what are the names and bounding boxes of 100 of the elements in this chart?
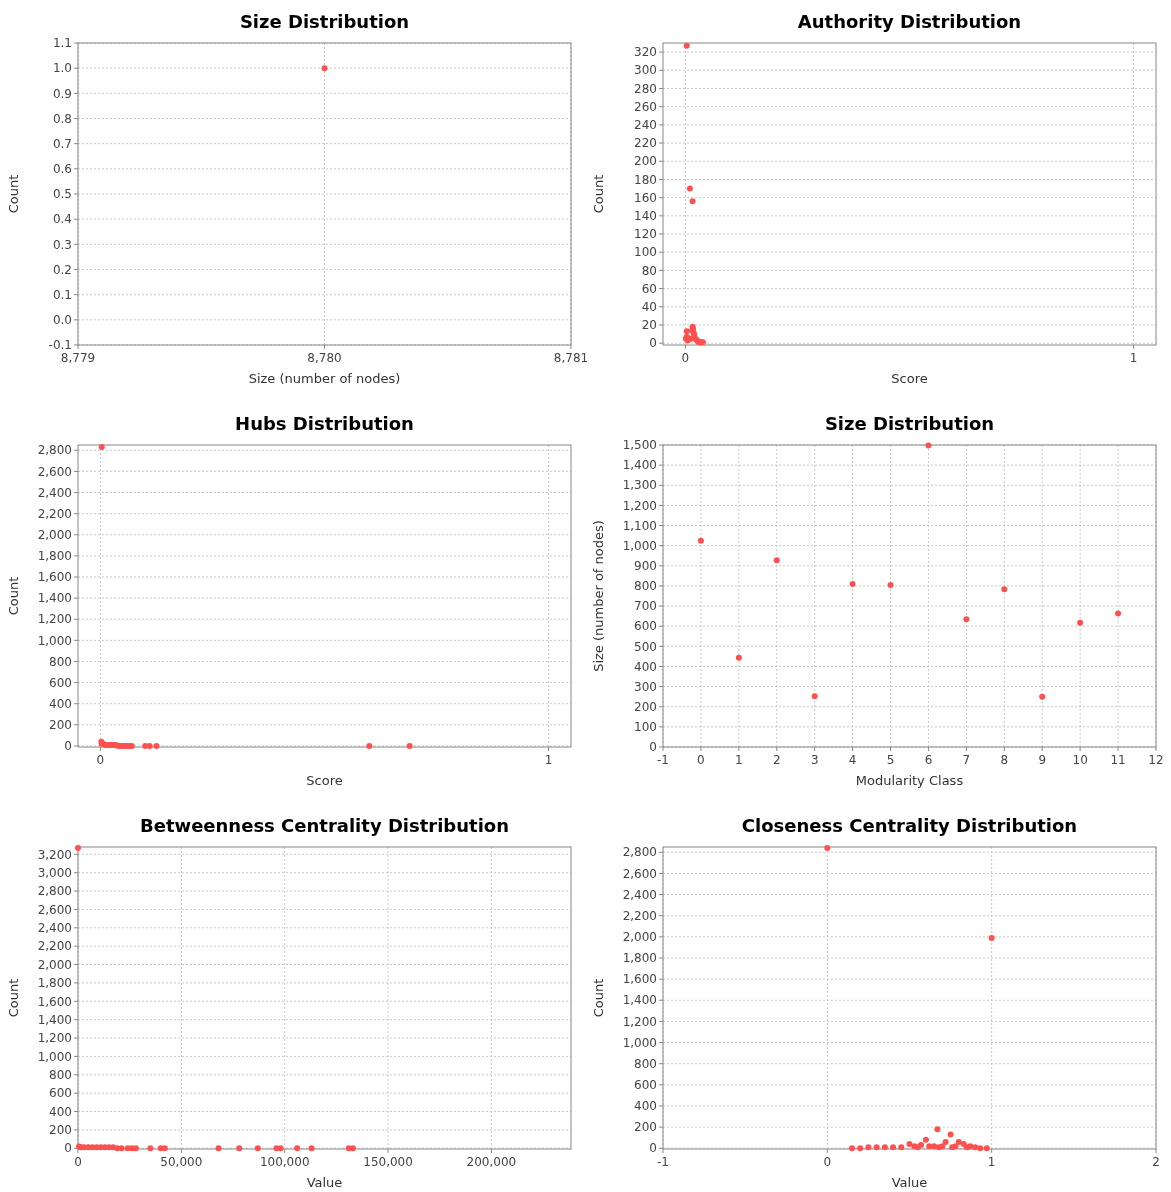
x-tick-label: 8,781	[553, 351, 589, 365]
y-tick-label: 600	[49, 1086, 72, 1101]
y-tick-label: 700	[634, 599, 657, 614]
y-tick-label: 3,000	[37, 865, 72, 880]
y-tick-label: 800	[49, 1067, 72, 1082]
y-tick-label: 80	[641, 263, 657, 278]
x-axis-title: Value	[891, 1175, 928, 1190]
y-tick-label: 2,400	[622, 887, 657, 902]
x-axis-title: Score	[891, 371, 928, 386]
y-tick-label: 300	[634, 679, 657, 694]
y-tick-label: 220	[634, 136, 657, 151]
y-tick-label: 0.9	[52, 86, 72, 101]
y-tick-label: 800	[49, 654, 72, 669]
x-tick-label: 1	[544, 753, 553, 767]
chart-title: Hubs Distribution	[235, 413, 414, 434]
y-axis-title: Count	[6, 174, 21, 214]
y-axis-title: Count	[6, 576, 21, 616]
x-axis-title: Score	[306, 773, 343, 788]
y-tick-label: 0.3	[52, 237, 72, 252]
y-tick-label: 0.2	[52, 262, 72, 277]
x-tick-label: 2	[1152, 1155, 1160, 1169]
y-tick-label: 1,400	[37, 1012, 72, 1027]
y-tick-label: 500	[634, 639, 657, 654]
y-tick-label: 300	[634, 63, 657, 78]
x-tick-label: 7	[962, 753, 971, 767]
x-axis-title: Value	[306, 1175, 343, 1190]
y-tick-label: 0.8	[52, 111, 72, 126]
y-tick-label: 1,100	[622, 518, 657, 533]
y-tick-label: 2,400	[37, 921, 72, 936]
x-tick-label: 2	[772, 753, 781, 767]
y-tick-label: 60	[641, 281, 657, 296]
y-tick-label: 0	[64, 1141, 72, 1156]
y-tick-label: 2,000	[622, 930, 657, 945]
y-tick-label: 3,200	[37, 847, 72, 862]
y-tick-label: 900	[634, 559, 657, 573]
chart-title: Size Distribution	[824, 413, 995, 434]
x-tick-label: 0	[96, 753, 105, 767]
y-tick-label: 2,200	[37, 506, 72, 521]
y-tick-label: 100	[634, 245, 657, 260]
y-tick-label: 200	[49, 1123, 72, 1138]
y-tick-label: 1,600	[37, 570, 72, 585]
y-tick-label: 800	[634, 1056, 657, 1071]
y-tick-label: 180	[634, 172, 657, 187]
y-tick-label: 20	[641, 318, 657, 333]
y-tick-label: 1,200	[622, 498, 657, 513]
y-tick-label: 1,000	[37, 1049, 72, 1064]
x-tick-label: 100,000	[259, 1155, 310, 1169]
x-tick-label: 150,000	[363, 1155, 413, 1169]
y-tick-label: 400	[49, 1104, 72, 1119]
y-tick-label: 2,600	[622, 866, 657, 881]
x-tick-label: 50,000	[160, 1155, 203, 1169]
x-tick-label: 1	[735, 753, 743, 767]
y-axis-title: Count	[591, 174, 606, 214]
y-tick-label: 2,800	[37, 884, 72, 899]
y-tick-label: 0.1	[52, 287, 72, 302]
y-tick-label: 1,800	[622, 951, 657, 966]
y-tick-label: 0	[649, 740, 657, 755]
y-tick-label: 320	[634, 45, 657, 60]
y-tick-label: 1,200	[622, 1014, 657, 1029]
y-tick-label: 260	[634, 99, 657, 114]
x-tick-label: 3	[810, 753, 819, 767]
x-tick-label: 8,779	[60, 351, 96, 365]
y-tick-label: 2,800	[37, 443, 72, 458]
chart-title: Authority Distribution	[797, 11, 1022, 32]
y-tick-label: 1,400	[622, 458, 657, 473]
y-tick-label: 0.6	[52, 162, 72, 177]
y-axis-title: Count	[6, 978, 21, 1018]
y-tick-label: 160	[634, 190, 657, 205]
chart-title: Betweenness Centrality Distribution	[139, 815, 510, 836]
y-tick-label: 1,300	[622, 478, 657, 493]
y-tick-label: 2,800	[622, 845, 657, 860]
y-tick-label: 200	[634, 1120, 657, 1135]
y-tick-label: -0.1	[48, 338, 72, 353]
y-tick-label: 0.4	[52, 212, 72, 227]
x-axis-title: Size (number of nodes)	[248, 371, 401, 386]
x-tick-label: 6	[924, 753, 933, 767]
y-tick-label: 2,600	[37, 464, 72, 479]
y-tick-label: 1,800	[37, 976, 72, 991]
x-tick-label: 0	[823, 1155, 832, 1169]
y-tick-label: 1,200	[37, 612, 72, 627]
x-axis-title: Modularity Class	[855, 773, 964, 788]
y-tick-label: 120	[634, 227, 657, 242]
y-tick-label: 0	[649, 336, 657, 351]
x-tick-label: 1	[987, 1155, 996, 1169]
x-tick-label: 9	[1038, 753, 1047, 767]
x-tick-label: 8	[1000, 753, 1009, 767]
y-tick-label: 0.7	[52, 136, 72, 151]
chart-title: Closeness Centrality Distribution	[741, 815, 1078, 836]
y-tick-label: 0	[64, 739, 72, 754]
y-tick-label: 1,800	[37, 549, 72, 564]
y-tick-label: 200	[49, 718, 72, 733]
y-tick-label: 1,400	[622, 993, 657, 1008]
x-tick-label: 5	[886, 753, 895, 767]
y-tick-label: 40	[641, 300, 657, 314]
y-tick-label: 280	[634, 81, 657, 96]
y-tick-label: 1,000	[622, 1035, 657, 1050]
y-tick-label: 600	[634, 1078, 657, 1093]
y-tick-label: 0	[649, 1141, 657, 1156]
y-tick-label: 1,000	[622, 538, 657, 553]
y-tick-label: 2,000	[37, 957, 72, 972]
